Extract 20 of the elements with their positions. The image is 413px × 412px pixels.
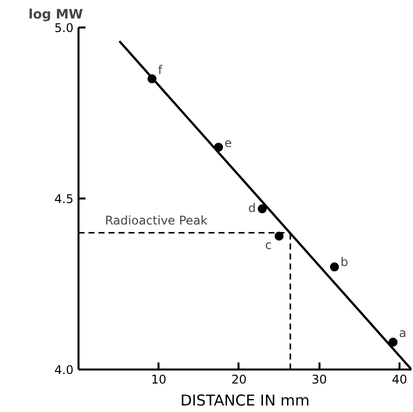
y-tick-label: 5.0 — [54, 21, 74, 35]
x-tick-label: 20 — [231, 372, 247, 386]
x-tick-label: 30 — [312, 372, 327, 386]
point — [274, 232, 284, 241]
annotation: a — [399, 326, 406, 340]
annotation: f — [158, 62, 163, 77]
annotation: b — [340, 254, 348, 269]
point — [388, 338, 398, 347]
annotation: c — [265, 238, 272, 252]
x-tick-label: 10 — [151, 372, 166, 386]
point — [258, 204, 267, 214]
y-tick-label: 4.5 — [54, 192, 74, 206]
y-axis-title: log MW — [28, 8, 83, 22]
y-tick-label: 4.0 — [54, 363, 74, 377]
annotation: e — [224, 136, 232, 150]
x-axis-title: DISTANCE IN mm — [180, 392, 310, 410]
point — [330, 262, 339, 272]
x-tick-label: 40 — [392, 372, 408, 386]
annotation: d — [248, 200, 256, 215]
ref-line-label: Radioactive Peak — [104, 214, 208, 228]
